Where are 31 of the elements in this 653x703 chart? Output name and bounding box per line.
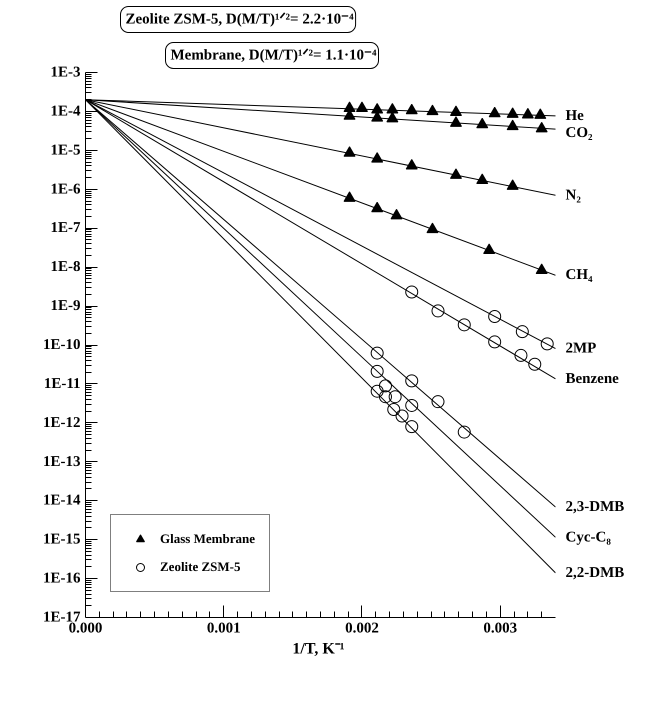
y-tick-label: 1E-14	[43, 492, 81, 509]
y-tick-label: 1E-6	[50, 181, 81, 198]
legend-label: Zeolite ZSM-5	[160, 559, 241, 575]
x-axis-title: 1/T, K⁻¹	[292, 640, 345, 658]
series-label: He	[566, 108, 584, 124]
y-tick-label: 1E-11	[44, 376, 81, 392]
series-label: Benzene	[566, 370, 620, 387]
y-tick-label: 1E-7	[50, 220, 81, 236]
x-tick-label: 0.003	[483, 620, 518, 636]
y-tick-label: 1E-12	[43, 414, 80, 431]
y-tick-label: 1E-10	[43, 337, 80, 353]
text: Zeolite ZSM-5, D(M/T)¹ᐟ²= 2.2·10⁻⁴	[126, 12, 354, 28]
y-tick-label: 1E-5	[50, 142, 80, 158]
series-label: N₂	[566, 187, 582, 204]
series-label: Cyc-C₈	[566, 529, 612, 546]
y-tick-label: 1E-8	[50, 259, 80, 276]
y-tick-label: 1E-9	[50, 298, 80, 314]
y-tick-label: 1E-4	[50, 103, 81, 120]
y-tick-label: 1E-15	[43, 532, 80, 548]
y-tick-label: 1E-3	[50, 64, 80, 80]
series-label: CH₄	[566, 267, 593, 284]
x-tick-label: 0.001	[206, 620, 241, 636]
series-label: 2MP	[566, 340, 596, 357]
series-label: 2,3-DMB	[566, 498, 624, 515]
legend-label: Glass Membrane	[160, 531, 255, 547]
y-tick-label: 1E-13	[43, 454, 80, 470]
series-label: 2,2-DMB	[566, 564, 624, 581]
series-label: CO₂	[566, 124, 593, 141]
text: Membrane, D(M/T)¹ᐟ²= 1.1·10⁻⁴	[170, 48, 378, 64]
x-tick-label: 0.002	[345, 620, 379, 636]
y-tick-label: 1E-16	[43, 570, 81, 587]
